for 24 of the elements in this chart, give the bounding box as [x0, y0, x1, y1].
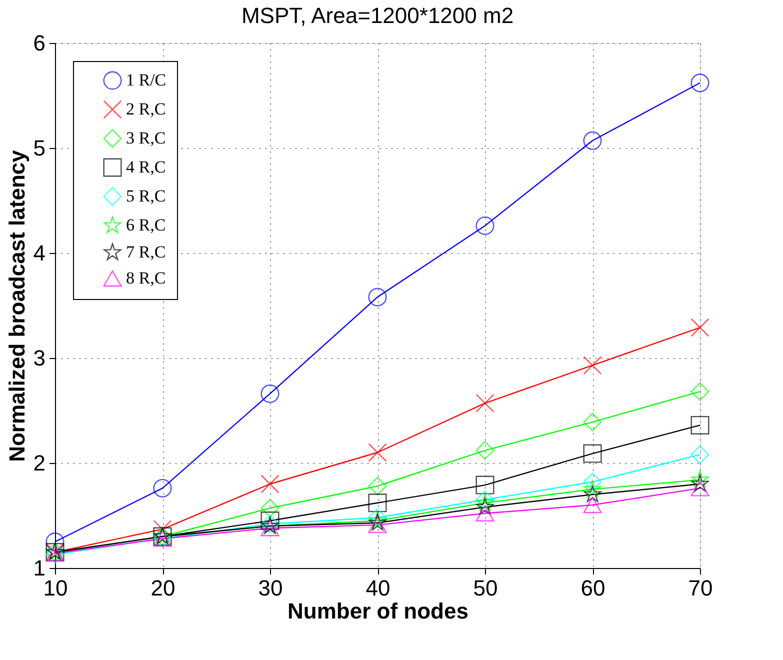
y-tick-label: 1: [33, 556, 46, 580]
legend-label: 2 R,C: [126, 100, 166, 118]
legend-label: 8 R,C: [126, 268, 166, 288]
y-tick-label: 4: [33, 240, 46, 266]
legend-label: 6 R,C: [126, 216, 166, 234]
x-tick-label: 50: [473, 576, 498, 600]
x-tick-label: 20: [150, 576, 176, 600]
legend-label: 3 R,C: [126, 128, 166, 148]
chart-title: MSPT, Area=1200*1200 m2: [241, 3, 514, 28]
y-tick-label: 6: [33, 30, 46, 56]
x-tick-label: 10: [43, 576, 68, 600]
x-tick-label: 60: [580, 576, 606, 600]
legend-label: 1 R/C: [126, 70, 166, 90]
x-tick-label: 70: [688, 576, 713, 600]
legend-label: 5 R,C: [126, 186, 166, 206]
legend-label: 4 R,C: [126, 158, 166, 176]
legend-label: 7 R,C: [126, 242, 166, 262]
x-tick-label: 40: [366, 576, 390, 600]
y-tick-label: 3: [33, 346, 46, 370]
y-axis-title: Normalized broadcast latency: [4, 149, 30, 462]
x-tick-label: 30: [258, 576, 283, 600]
y-tick-label: 5: [33, 136, 46, 160]
x-axis-title: Number of nodes: [288, 598, 468, 624]
y-tick-label: 2: [33, 450, 46, 476]
